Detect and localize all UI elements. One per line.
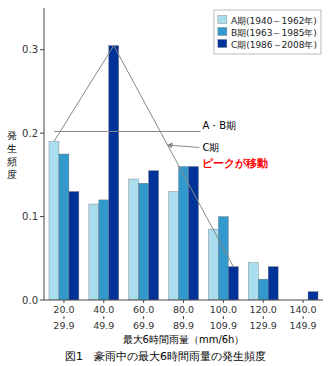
x2-tick <box>223 316 224 319</box>
bar <box>228 267 238 300</box>
bar <box>49 141 59 300</box>
x2-tick <box>143 316 144 319</box>
title: 図1 豪雨中の最大6時間雨量の発生頻度 <box>65 350 266 363</box>
bar <box>59 154 69 300</box>
legend-entry: C期(1986～2008年) <box>231 40 317 50</box>
bar <box>308 292 318 300</box>
x-tick <box>303 300 304 303</box>
legend-swatch <box>218 40 227 48</box>
x-tick <box>183 300 184 303</box>
y-tick-label: 0.0 <box>22 295 38 306</box>
bar <box>268 267 278 300</box>
annotation-line <box>54 46 114 142</box>
y-axis <box>44 8 45 300</box>
x-tick-label: 80.0 <box>173 304 194 315</box>
x2-tick-label: 89.9 <box>173 320 194 331</box>
y-tick-label: 0.2 <box>22 128 38 139</box>
x-tick <box>263 300 264 303</box>
bar <box>169 192 179 300</box>
bar <box>218 217 228 300</box>
x2-tick-label: 109.9 <box>210 320 237 331</box>
legend: A期(1940～1962年) B期(1963～1985年) C期(1986～2008… <box>214 10 321 54</box>
y-tick <box>40 216 44 217</box>
legend-box <box>214 10 321 54</box>
y-axis-label: 発生頻度 <box>7 129 17 179</box>
y-tick <box>40 49 44 50</box>
x-tick-label: 60.0 <box>133 304 154 315</box>
annotation: ピークが移動 <box>202 157 268 169</box>
x-tick-label: 120.0 <box>250 304 277 315</box>
x-tick <box>223 300 224 303</box>
bar <box>179 167 189 300</box>
bar <box>99 200 109 300</box>
bar <box>89 204 99 300</box>
x2-tick <box>103 316 104 319</box>
annotation: C期 <box>202 142 219 153</box>
bar <box>139 183 149 300</box>
x-tick <box>103 300 104 303</box>
legend-entry: B期(1963～1985年) <box>231 28 317 38</box>
bar <box>208 229 218 300</box>
x-tick <box>143 300 144 303</box>
bar <box>149 171 159 300</box>
x2-tick-label: 129.9 <box>250 320 277 331</box>
annotation-line <box>114 46 234 267</box>
x-tick-label: 40.0 <box>93 304 114 315</box>
annotation-arrow <box>168 145 200 147</box>
x-axis-label: 最大6時間雨量（mm/6h） <box>123 334 245 345</box>
bar <box>129 179 139 300</box>
x2-tick <box>183 316 184 319</box>
annotation-line <box>54 131 200 132</box>
x2-tick-label: 69.9 <box>133 320 154 331</box>
x2-tick-label: 149.9 <box>289 320 316 331</box>
y-tick <box>40 133 44 134</box>
legend-entry: A期(1940～1962年) <box>231 16 317 26</box>
x-tick-label: 140.0 <box>289 304 316 315</box>
y-tick <box>40 300 44 301</box>
y-tick-label: 0.3 <box>22 44 38 55</box>
x-tick <box>63 300 64 303</box>
x-tick-label: 20.0 <box>53 304 74 315</box>
x2-tick-label: 49.9 <box>93 320 114 331</box>
x2-tick <box>63 316 64 319</box>
x2-tick <box>303 316 304 319</box>
chart: 0.0 0.1 0.2 0.3 20.0 29.9 40.0 49.9 60.0 69.9 80.0… <box>0 0 331 366</box>
bar <box>248 262 258 300</box>
legend-swatch <box>218 16 227 24</box>
annotation: A・B期 <box>202 120 236 131</box>
y-tick-label: 0.1 <box>22 211 38 222</box>
x2-tick-label: 29.9 <box>53 320 74 331</box>
bar <box>69 192 79 300</box>
bars <box>49 46 318 300</box>
x-tick-label: 100.0 <box>210 304 237 315</box>
bar <box>258 279 268 300</box>
legend-swatch <box>218 28 227 36</box>
bar <box>109 46 119 300</box>
x2-tick <box>263 316 264 319</box>
